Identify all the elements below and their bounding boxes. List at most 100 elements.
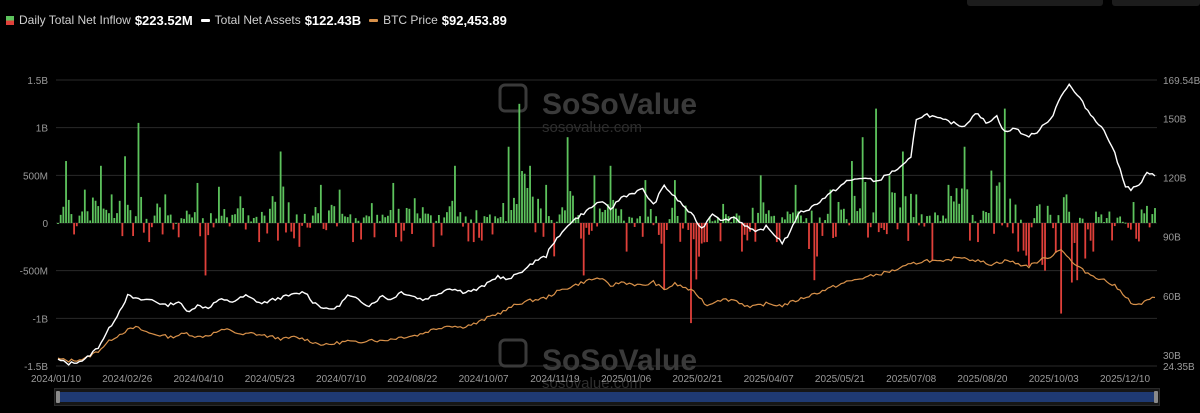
inflow-bar — [1054, 223, 1057, 253]
inflow-bar — [1119, 216, 1122, 223]
inflow-bar — [899, 207, 902, 223]
inflow-bar — [427, 213, 430, 223]
inflow-bar — [663, 223, 666, 290]
inflow-bar — [684, 205, 687, 223]
inflow-bar — [81, 211, 84, 223]
inflow-bar — [298, 223, 301, 247]
inflow-bar — [851, 161, 853, 223]
inflow-bar — [888, 175, 891, 223]
inflow-bar — [971, 214, 974, 223]
watermark-url: sosovalue.com — [542, 375, 642, 392]
inflow-bar — [770, 216, 773, 223]
inflow-bar — [923, 223, 926, 227]
inflow-bar — [700, 223, 703, 244]
scroller-right-handle[interactable] — [1154, 391, 1158, 403]
inflow-bar — [1036, 205, 1038, 223]
inflow-bar — [848, 223, 851, 226]
inflow-bar — [330, 204, 333, 223]
legend-assets[interactable]: Total Net Assets $122.43B — [200, 13, 361, 28]
inflow-bar — [934, 212, 936, 223]
inflow-bar — [652, 223, 655, 226]
scroller-left-handle[interactable] — [56, 391, 60, 403]
inflow-bar — [255, 216, 258, 223]
scroller-range[interactable] — [59, 392, 1155, 402]
x-tick-label: 2024/02/26 — [102, 374, 152, 385]
inflow-bar — [754, 223, 757, 242]
right-tick-label: 90B — [1163, 233, 1181, 244]
inflow-bar — [901, 151, 904, 223]
legend-btc[interactable]: BTC Price $92,453.89 — [369, 13, 507, 28]
inflow-bar — [1070, 223, 1073, 283]
inflow-bar — [403, 223, 405, 231]
inflow-bar — [277, 223, 279, 241]
legend-inflow-label: Daily Total Net Inflow — [19, 13, 131, 27]
toolbar-button[interactable] — [1112, 0, 1200, 6]
inflow-bar — [623, 220, 625, 223]
inflow-bar — [767, 210, 770, 223]
inflow-bar — [333, 206, 336, 223]
inflow-bar — [397, 208, 400, 223]
time-range-scroller[interactable] — [54, 388, 1160, 406]
inflow-bar — [1116, 217, 1119, 223]
inflow-bar — [915, 194, 918, 223]
inflow-bar — [462, 223, 464, 227]
inflow-bar — [494, 216, 497, 223]
inflow-bar — [97, 206, 100, 223]
inflow-bar — [309, 223, 312, 228]
inflow-bar — [952, 201, 955, 223]
inflow-bar — [319, 184, 322, 223]
inflow-bar — [695, 223, 698, 280]
inflow-bar — [285, 223, 287, 233]
inflow-bar — [416, 213, 419, 223]
inflow-bar — [1057, 215, 1060, 223]
inflow-bar — [845, 219, 848, 223]
inflow-bar — [1028, 223, 1030, 266]
inflow-bar — [368, 216, 371, 223]
inflow-bar — [389, 210, 392, 223]
inflow-bar — [947, 184, 950, 223]
inflow-bar — [1127, 223, 1130, 228]
inflow-bar — [419, 218, 421, 223]
inflow-bar — [765, 213, 767, 223]
left-tick-label: -1.5B — [24, 362, 48, 373]
inflow-bar — [690, 223, 692, 324]
inflow-bar — [711, 221, 714, 223]
inflow-bar — [113, 217, 116, 223]
inflow-bar — [1009, 198, 1012, 223]
inflow-bar — [918, 223, 920, 226]
inflow-bar — [792, 212, 794, 223]
inflow-bar — [566, 137, 569, 223]
legend-assets-label: Total Net Assets — [214, 13, 301, 27]
legend-assets-swatch — [200, 18, 210, 22]
legend-inflow-value: $223.52M — [134, 12, 193, 28]
watermark-brand: SoSoValue — [542, 88, 697, 121]
inflow-bar — [1087, 223, 1089, 230]
inflow-bar — [239, 196, 242, 223]
inflow-bar — [392, 182, 395, 223]
inflow-bar — [826, 213, 829, 223]
left-tick-label: 0 — [42, 219, 48, 230]
inflow-bar — [818, 217, 821, 223]
inflow-bar — [1078, 217, 1081, 223]
inflow-bar — [451, 200, 454, 223]
inflow-bar — [282, 186, 285, 223]
inflow-bar — [609, 165, 612, 223]
inflow-bar — [896, 223, 899, 230]
inflow-bar — [250, 221, 253, 223]
inflow-bar — [963, 146, 966, 223]
x-tick-label: 2025/08/20 — [957, 374, 1007, 385]
inflow-bar — [338, 189, 341, 223]
legend-inflow[interactable]: Daily Total Net Inflow $223.52M — [6, 13, 193, 28]
inflow-bar — [542, 223, 545, 237]
inflow-bar — [126, 204, 129, 223]
inflow-bar — [1124, 222, 1127, 224]
inflow-bar — [223, 209, 226, 223]
inflow-bar — [612, 199, 615, 223]
inflow-bar — [1022, 223, 1025, 251]
inflow-bar — [1138, 223, 1140, 242]
toolbar-button[interactable] — [967, 0, 1103, 6]
watermark-logo-icon — [498, 338, 528, 368]
inflow-bar — [161, 223, 164, 235]
inflow-bar — [177, 223, 180, 238]
